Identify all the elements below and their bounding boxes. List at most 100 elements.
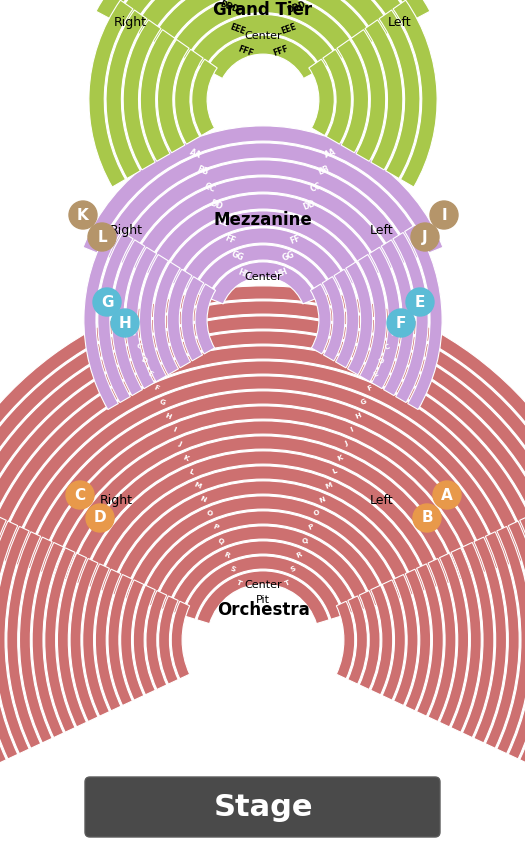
Text: N: N xyxy=(319,496,327,503)
Wedge shape xyxy=(162,211,364,285)
Wedge shape xyxy=(167,269,192,368)
Text: L: L xyxy=(97,230,107,245)
Text: D: D xyxy=(93,511,106,525)
Text: AA: AA xyxy=(188,147,203,160)
Wedge shape xyxy=(121,580,144,700)
Text: Right: Right xyxy=(110,224,143,236)
Wedge shape xyxy=(192,60,217,136)
Wedge shape xyxy=(123,20,161,170)
Circle shape xyxy=(69,201,97,229)
Wedge shape xyxy=(348,596,368,684)
Wedge shape xyxy=(108,575,132,706)
Wedge shape xyxy=(206,35,320,78)
Text: K: K xyxy=(337,454,344,462)
Wedge shape xyxy=(323,49,351,145)
Wedge shape xyxy=(193,245,333,298)
Text: F: F xyxy=(153,384,160,392)
Text: EEE: EEE xyxy=(280,22,298,36)
Text: GG: GG xyxy=(230,250,245,263)
Text: G: G xyxy=(101,294,113,309)
Wedge shape xyxy=(337,601,355,679)
Text: Left: Left xyxy=(370,494,394,507)
Text: G: G xyxy=(158,399,166,406)
Circle shape xyxy=(86,504,114,532)
Text: I: I xyxy=(172,427,176,434)
Wedge shape xyxy=(140,511,386,606)
Text: Left: Left xyxy=(388,15,412,29)
Wedge shape xyxy=(351,30,386,162)
Wedge shape xyxy=(394,575,418,706)
Text: T: T xyxy=(284,579,291,586)
Wedge shape xyxy=(405,225,442,410)
Wedge shape xyxy=(310,284,331,354)
Text: Center: Center xyxy=(244,272,282,282)
Wedge shape xyxy=(159,596,178,684)
Wedge shape xyxy=(405,570,430,711)
Text: G: G xyxy=(360,399,368,406)
Wedge shape xyxy=(130,177,396,272)
Wedge shape xyxy=(97,466,429,593)
Circle shape xyxy=(88,223,116,251)
Text: Grand Tier: Grand Tier xyxy=(214,1,312,19)
Wedge shape xyxy=(334,269,359,368)
Text: Right: Right xyxy=(113,15,146,29)
Text: L: L xyxy=(188,468,195,475)
Text: R: R xyxy=(296,552,303,559)
Text: H: H xyxy=(119,315,131,331)
Circle shape xyxy=(406,288,434,316)
Wedge shape xyxy=(508,521,525,759)
Circle shape xyxy=(387,309,415,337)
Text: FF: FF xyxy=(289,233,302,246)
Text: Center: Center xyxy=(244,31,282,41)
Text: BB: BB xyxy=(316,164,330,177)
Wedge shape xyxy=(0,361,525,562)
Text: Center: Center xyxy=(244,580,282,590)
Text: K: K xyxy=(77,207,89,223)
Wedge shape xyxy=(0,301,525,545)
Wedge shape xyxy=(169,0,357,59)
Wedge shape xyxy=(125,496,401,602)
Text: H: H xyxy=(164,412,172,420)
Text: N: N xyxy=(200,496,207,503)
Text: DDD: DDD xyxy=(218,0,240,14)
Wedge shape xyxy=(485,532,519,748)
Wedge shape xyxy=(358,254,386,382)
Text: Q: Q xyxy=(301,537,309,545)
Text: O: O xyxy=(205,509,213,518)
Wedge shape xyxy=(68,436,458,584)
Text: F: F xyxy=(396,315,406,331)
Text: A: A xyxy=(123,315,130,323)
Text: FF: FF xyxy=(224,233,237,246)
Wedge shape xyxy=(451,547,481,732)
Text: Q: Q xyxy=(217,537,225,545)
Text: C: C xyxy=(135,343,142,350)
Text: E: E xyxy=(147,371,154,378)
Wedge shape xyxy=(96,0,430,20)
Wedge shape xyxy=(19,537,52,743)
Wedge shape xyxy=(187,14,339,69)
Text: EE: EE xyxy=(217,216,230,229)
Circle shape xyxy=(430,201,458,229)
Wedge shape xyxy=(82,450,444,588)
Text: P: P xyxy=(212,524,219,531)
Wedge shape xyxy=(379,10,420,178)
Wedge shape xyxy=(0,521,18,759)
Text: I: I xyxy=(350,427,354,434)
Circle shape xyxy=(411,223,439,251)
Text: CC: CC xyxy=(203,182,216,194)
Text: E: E xyxy=(415,294,425,309)
Text: GG: GG xyxy=(281,250,296,263)
Text: BB: BB xyxy=(196,164,209,177)
Text: J: J xyxy=(344,440,349,447)
Wedge shape xyxy=(89,0,133,187)
FancyBboxPatch shape xyxy=(85,777,440,837)
Wedge shape xyxy=(197,571,329,624)
Wedge shape xyxy=(359,591,380,689)
Wedge shape xyxy=(140,30,175,162)
Text: A: A xyxy=(395,315,403,323)
Text: Orchestra: Orchestra xyxy=(217,601,309,619)
Wedge shape xyxy=(0,331,525,553)
Wedge shape xyxy=(54,421,473,580)
Wedge shape xyxy=(98,232,133,403)
Wedge shape xyxy=(39,406,487,575)
